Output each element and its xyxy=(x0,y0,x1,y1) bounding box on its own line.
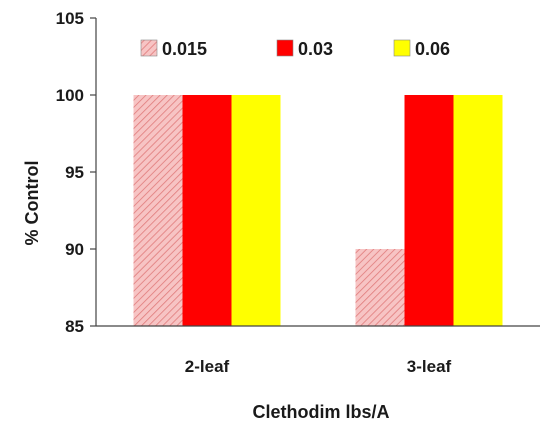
legend-label: 0.06 xyxy=(415,39,450,59)
y-tick-label: 85 xyxy=(65,317,84,336)
legend-swatch xyxy=(393,39,411,57)
x-axis-title: Clethodim lbs/A xyxy=(252,402,389,422)
x-tick-label: 2-leaf xyxy=(185,357,230,376)
y-tick-label: 90 xyxy=(65,240,84,259)
y-tick-label: 95 xyxy=(65,163,84,182)
bar-3-leaf-0.06 xyxy=(453,95,503,326)
legend: 0.015 0.03 0.06 xyxy=(140,39,450,59)
x-tick-label: 3-leaf xyxy=(407,357,452,376)
bar-2-leaf-0.015 xyxy=(133,95,183,326)
bar-3-leaf-0.015 xyxy=(355,249,405,326)
y-tick-label: 100 xyxy=(56,86,84,105)
legend-label: 0.015 xyxy=(162,39,207,59)
legend-label: 0.03 xyxy=(298,39,333,59)
y-axis-title: % Control xyxy=(22,161,42,246)
legend-swatch xyxy=(276,39,294,57)
legend-swatch xyxy=(140,39,158,57)
bar-2-leaf-0.03 xyxy=(182,95,232,326)
bar-3-leaf-0.03 xyxy=(404,95,454,326)
y-tick-label: 105 xyxy=(56,9,84,28)
bar-2-leaf-0.06 xyxy=(231,95,281,326)
